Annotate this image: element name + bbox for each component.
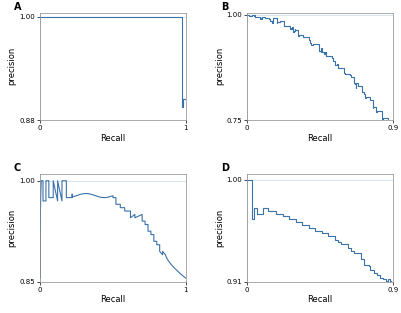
Y-axis label: precision: precision bbox=[8, 209, 17, 247]
X-axis label: Recall: Recall bbox=[308, 295, 333, 304]
Y-axis label: precision: precision bbox=[8, 47, 17, 85]
Text: A: A bbox=[14, 2, 21, 12]
X-axis label: Recall: Recall bbox=[308, 134, 333, 143]
Text: D: D bbox=[221, 163, 229, 173]
X-axis label: Recall: Recall bbox=[100, 134, 126, 143]
Text: C: C bbox=[14, 163, 21, 173]
Y-axis label: precision: precision bbox=[215, 209, 224, 247]
X-axis label: Recall: Recall bbox=[100, 295, 126, 304]
Y-axis label: precision: precision bbox=[215, 47, 224, 85]
Text: B: B bbox=[221, 2, 228, 12]
